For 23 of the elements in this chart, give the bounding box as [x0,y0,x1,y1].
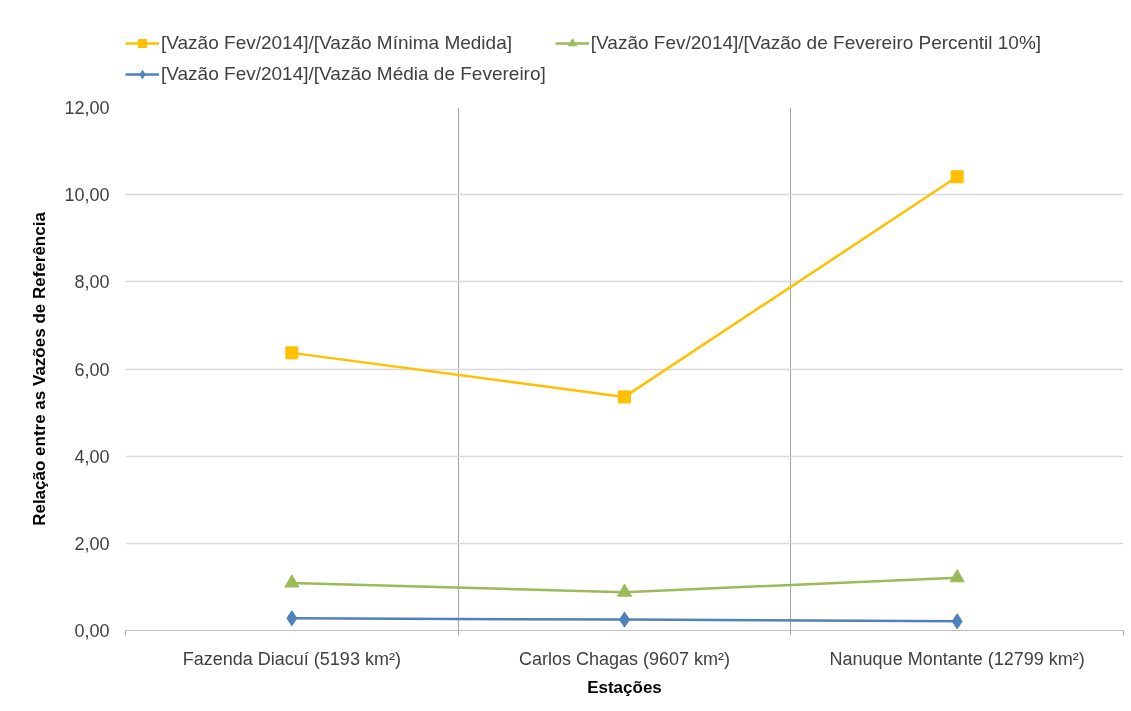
x-tick-label: Fazenda Diacuí (5193 km²) [182,648,401,669]
y-tick-label: 10,00 [64,185,110,206]
y-tick-label: 4,00 [74,446,110,467]
y-axis-title: Relação entre as Vazões de Referência [30,211,50,526]
point [284,574,300,588]
x-tick-label: Nanuque Montante (12799 km²) [829,648,1085,669]
y-tick-label: 2,00 [74,533,110,554]
y-tick-label: 8,00 [74,272,110,293]
point [617,583,632,597]
point [285,346,299,360]
legend-label: [Vazão Fev/2014]/[Vazão Média de Fevereiro] [161,63,546,85]
y-tick-label: 12,00 [64,98,110,118]
point [951,613,963,630]
y-tick-label: 6,00 [74,359,110,380]
x-axis-title: Estações [587,677,662,697]
point [950,170,964,184]
point [618,390,631,404]
point [949,569,965,583]
point [286,610,298,627]
x-tick-label: Carlos Chagas (9607 km²) [518,648,731,669]
y-tick-label: 0,00 [74,621,110,641]
legend-label: [Vazão Fev/2014]/[Vazão de Fevereiro Percentil 10%] [590,32,1042,54]
legend-label: [Vazão Fev/2014]/[Vazão Mínima Medida] [161,32,512,54]
